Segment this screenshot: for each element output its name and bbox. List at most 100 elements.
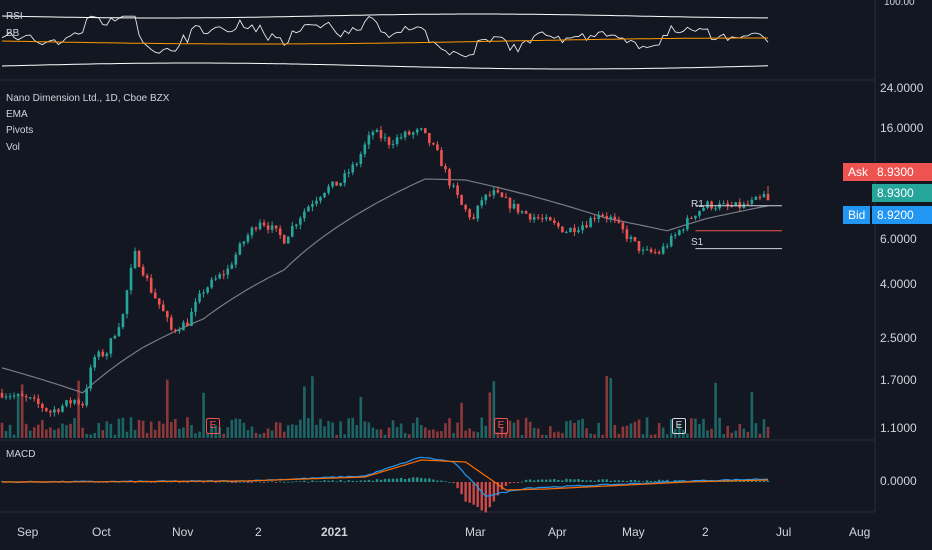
pivot-s1-label: S1 <box>691 237 704 248</box>
macd-histogram-bar <box>657 479 661 482</box>
x-tick-2021: 2021 <box>321 525 348 539</box>
ema-legend[interactable]: EMA <box>6 109 28 120</box>
candle-body <box>548 217 552 221</box>
macd-histogram-bar <box>528 479 532 482</box>
macd-histogram-bar <box>238 481 242 483</box>
candle-body <box>129 267 133 291</box>
macd-histogram-bar <box>645 480 649 482</box>
candle-body <box>274 225 278 229</box>
volume-bar <box>161 423 165 438</box>
macd-histogram-bar <box>178 482 181 483</box>
macd-histogram-bar <box>416 477 419 482</box>
macd-histogram-bar <box>500 482 504 490</box>
candle-body <box>367 135 371 145</box>
pivots-legend[interactable]: Pivots <box>6 125 34 136</box>
candle-body <box>686 218 689 230</box>
candle-body <box>653 251 657 253</box>
macd-histogram-bar <box>448 481 451 483</box>
macd-histogram-bar <box>537 479 540 482</box>
macd-histogram-bar <box>468 482 471 503</box>
candle-body <box>746 203 750 205</box>
rsi-axis-tick: 100.00 <box>884 0 915 8</box>
volume-bar <box>153 429 157 438</box>
candle-body <box>383 137 387 139</box>
macd-histogram-bar <box>331 480 334 482</box>
macd-histogram-bar <box>605 479 608 482</box>
candle-body <box>516 203 520 213</box>
candle-body <box>282 234 286 244</box>
volume-bar <box>105 421 109 438</box>
volume-bar <box>32 427 36 438</box>
volume-bar <box>81 427 84 438</box>
volume-bar <box>424 427 427 438</box>
volume-bar <box>335 434 338 438</box>
earnings-marker[interactable]: E <box>672 418 686 434</box>
macd-histogram-bar <box>496 482 500 496</box>
macd-histogram-bar <box>593 480 596 482</box>
candle-body <box>436 144 439 151</box>
candle-body <box>407 131 411 135</box>
candle-body <box>673 234 677 236</box>
volume-bar <box>540 434 544 438</box>
candle-body <box>157 298 161 305</box>
macd-histogram-bar <box>258 481 262 483</box>
volume-bar <box>149 421 153 438</box>
y-tick: 6.0000 <box>880 232 917 246</box>
volume-bar <box>222 433 226 438</box>
candle-body <box>553 220 556 224</box>
candle-body <box>45 408 48 411</box>
candle-body <box>343 173 346 183</box>
candle-body <box>484 194 488 201</box>
macd-histogram-bar <box>375 479 379 482</box>
macd-histogram-bar <box>746 480 750 482</box>
candle-body <box>121 314 125 328</box>
volume-bar <box>113 434 117 438</box>
volume-bar <box>436 431 439 438</box>
volume-bar <box>419 424 423 438</box>
volume-bar <box>198 431 201 438</box>
vol-legend[interactable]: Vol <box>6 142 20 153</box>
candle-body <box>444 166 447 170</box>
candle-body <box>391 143 395 145</box>
macd-histogram-bar <box>561 480 564 482</box>
candle-body <box>585 225 588 228</box>
volume-bar <box>581 418 584 438</box>
candle-body <box>307 206 310 212</box>
volume-bar <box>694 418 697 438</box>
macd-histogram-bar <box>545 479 548 482</box>
candle-body <box>504 197 508 199</box>
candle-body <box>73 399 76 404</box>
candle-body <box>432 143 435 145</box>
volume-bar <box>448 418 451 438</box>
volume-bar <box>230 420 234 438</box>
candle-body <box>355 163 359 165</box>
volume-bar <box>77 380 80 438</box>
candle-body <box>750 199 754 204</box>
volume-bar <box>270 430 274 438</box>
macd-histogram-bar <box>637 480 641 482</box>
earnings-marker[interactable]: E <box>206 418 220 434</box>
symbol-legend[interactable]: Nano Dimension Ltd., 1D, Cboe BZX <box>6 93 170 104</box>
volume-bar <box>399 423 403 438</box>
earnings-marker[interactable]: E <box>494 418 508 434</box>
volume-bar <box>561 433 564 438</box>
volume-bar <box>504 432 508 438</box>
macd-histogram-bar <box>617 480 621 482</box>
volume-bar <box>766 426 770 438</box>
volume-bar <box>726 425 729 438</box>
volume-bar <box>730 432 734 438</box>
candle-body <box>512 203 516 209</box>
volume-bar <box>375 429 379 438</box>
candle-body <box>665 246 669 248</box>
candle-body <box>609 216 613 219</box>
macd-histogram-bar <box>456 482 459 489</box>
macd-histogram-bar <box>432 479 435 482</box>
macd-histogram-bar <box>359 480 363 482</box>
volume-bar <box>194 433 197 438</box>
volume-bar <box>621 426 625 438</box>
volume-bar <box>645 417 649 438</box>
candle-body <box>448 169 451 186</box>
volume-bar <box>484 425 488 438</box>
candle-body <box>569 227 572 233</box>
